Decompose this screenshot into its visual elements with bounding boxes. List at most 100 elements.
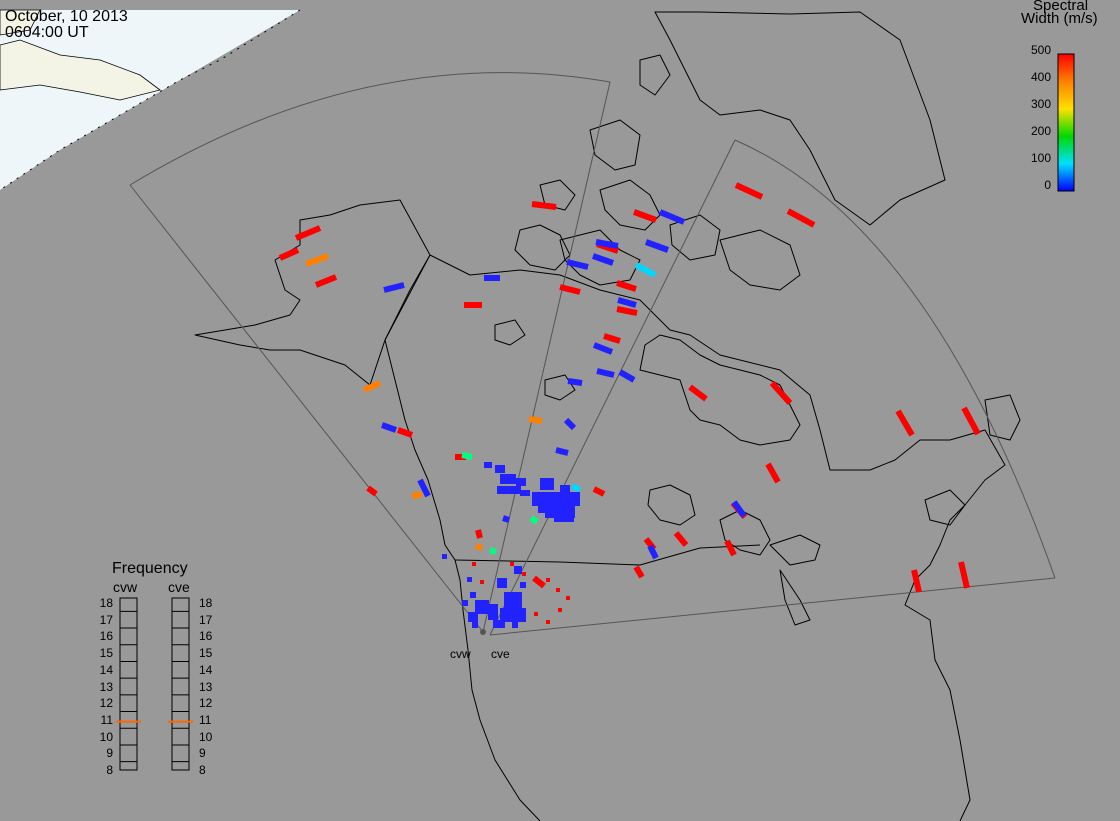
echo-cell bbox=[632, 209, 658, 223]
echo-cell bbox=[495, 465, 505, 473]
time-label: 0604:00 UT bbox=[5, 24, 89, 41]
frequency-tick-label: 15 bbox=[99, 646, 113, 661]
frequency-radar-cvw: cvw bbox=[113, 579, 138, 595]
frequency-tick-label: 16 bbox=[99, 629, 113, 644]
echo-cell bbox=[304, 253, 330, 267]
echo-cell bbox=[534, 612, 538, 616]
echo-cell bbox=[520, 582, 526, 588]
echo-cell bbox=[502, 515, 510, 523]
echo-cell bbox=[529, 515, 539, 525]
echo-cell bbox=[380, 422, 398, 433]
frequency-tick-label: 18 bbox=[199, 596, 213, 610]
echo-cell bbox=[546, 578, 550, 582]
echo-cell bbox=[734, 182, 764, 200]
echo-cell bbox=[497, 578, 507, 588]
echo-cell bbox=[617, 297, 637, 308]
echo-cell bbox=[724, 539, 737, 557]
fov-outlines bbox=[129, 72, 1056, 636]
echo-cell bbox=[480, 580, 484, 584]
echo-cell bbox=[958, 561, 970, 589]
echo-cell bbox=[895, 409, 915, 437]
echo-cell bbox=[472, 622, 478, 628]
echo-cell bbox=[522, 572, 526, 576]
echo-cell bbox=[786, 208, 816, 228]
echo-cell bbox=[493, 620, 505, 628]
echo-cell bbox=[500, 608, 526, 622]
echo-cell bbox=[475, 529, 483, 539]
echo-cell bbox=[528, 416, 543, 424]
echo-cell bbox=[558, 608, 562, 612]
daylight-region bbox=[0, 9, 301, 191]
colorbar-tick: 100 bbox=[1030, 151, 1051, 165]
frequency-radar-cve: cve bbox=[168, 579, 190, 595]
echo-cell bbox=[314, 274, 338, 288]
echo-cell bbox=[616, 306, 638, 316]
echo-cell bbox=[500, 474, 516, 484]
colorbar-gradient bbox=[1057, 53, 1075, 192]
frequency-tick-label: 14 bbox=[199, 662, 213, 677]
frequency-tick-label: 8 bbox=[106, 763, 113, 777]
echo-cell bbox=[396, 427, 414, 438]
radar-site-cve: cve bbox=[491, 647, 510, 661]
frequency-tick-label: 17 bbox=[99, 612, 113, 627]
frequency-tick-label: 15 bbox=[199, 646, 213, 661]
echo-cell bbox=[644, 239, 670, 253]
echo-cell bbox=[596, 368, 615, 378]
frequency-tick-label: 11 bbox=[100, 712, 113, 727]
frequency-tick-label: 13 bbox=[99, 679, 113, 694]
echo-cell bbox=[560, 485, 570, 495]
echo-cell bbox=[362, 380, 382, 393]
echo-cell bbox=[538, 503, 546, 513]
colorbar-tick: 500 bbox=[1030, 43, 1051, 57]
echo-cell bbox=[417, 478, 431, 498]
frequency-tick-label: 13 bbox=[199, 679, 213, 694]
echo-cell bbox=[516, 478, 526, 486]
echo-cell bbox=[545, 506, 575, 518]
echo-cell bbox=[532, 575, 546, 589]
echo-cell bbox=[467, 577, 472, 582]
frequency-tick-label: 10 bbox=[99, 729, 113, 744]
radar-site-marker bbox=[480, 629, 486, 635]
frequency-tick-label: 12 bbox=[199, 696, 213, 711]
echo-cell bbox=[563, 417, 577, 431]
echo-cell bbox=[520, 490, 530, 496]
echo-cell bbox=[570, 483, 582, 493]
echo-cell bbox=[559, 284, 581, 295]
echo-cell bbox=[411, 491, 423, 499]
colorbar-tick: 300 bbox=[1030, 97, 1051, 111]
frequency-tick-label: 12 bbox=[99, 696, 113, 711]
colorbar-units: Width (m/s) bbox=[1021, 10, 1098, 27]
echo-cell bbox=[688, 384, 708, 402]
echo-cell bbox=[647, 544, 659, 560]
frequency-title: Frequency bbox=[112, 560, 188, 577]
colorbar-tick: 400 bbox=[1030, 70, 1051, 84]
echo-cell bbox=[383, 282, 405, 293]
coastlines bbox=[194, 11, 1021, 821]
echo-cell bbox=[911, 569, 922, 593]
echo-cell bbox=[472, 562, 476, 566]
frequency-tick-label: 8 bbox=[199, 763, 206, 777]
backscatter-data bbox=[278, 182, 981, 635]
echo-cell bbox=[658, 209, 686, 225]
echo-cell bbox=[278, 247, 300, 261]
frequency-tick-label: 17 bbox=[199, 612, 213, 627]
radar-site-cvw: cvw bbox=[450, 647, 471, 661]
echo-cell bbox=[497, 486, 521, 494]
frequency-grid bbox=[120, 610, 189, 763]
echo-cell bbox=[484, 462, 492, 468]
echo-cell bbox=[510, 562, 514, 566]
echo-cell bbox=[475, 543, 483, 551]
echo-cell bbox=[512, 622, 518, 628]
echo-cell bbox=[554, 516, 574, 522]
echo-cell bbox=[961, 406, 981, 436]
colorbar-tick: 0 bbox=[1044, 178, 1051, 192]
echo-cell bbox=[566, 259, 589, 270]
echo-cell bbox=[531, 201, 557, 210]
echo-cell bbox=[488, 604, 498, 620]
near-range-cluster bbox=[442, 462, 580, 628]
colorbar-tick: 200 bbox=[1030, 124, 1051, 138]
frequency-tick-label: 9 bbox=[199, 746, 206, 761]
frequency-tick-label: 11 bbox=[199, 712, 212, 727]
frequency-tick-label: 16 bbox=[199, 629, 213, 644]
